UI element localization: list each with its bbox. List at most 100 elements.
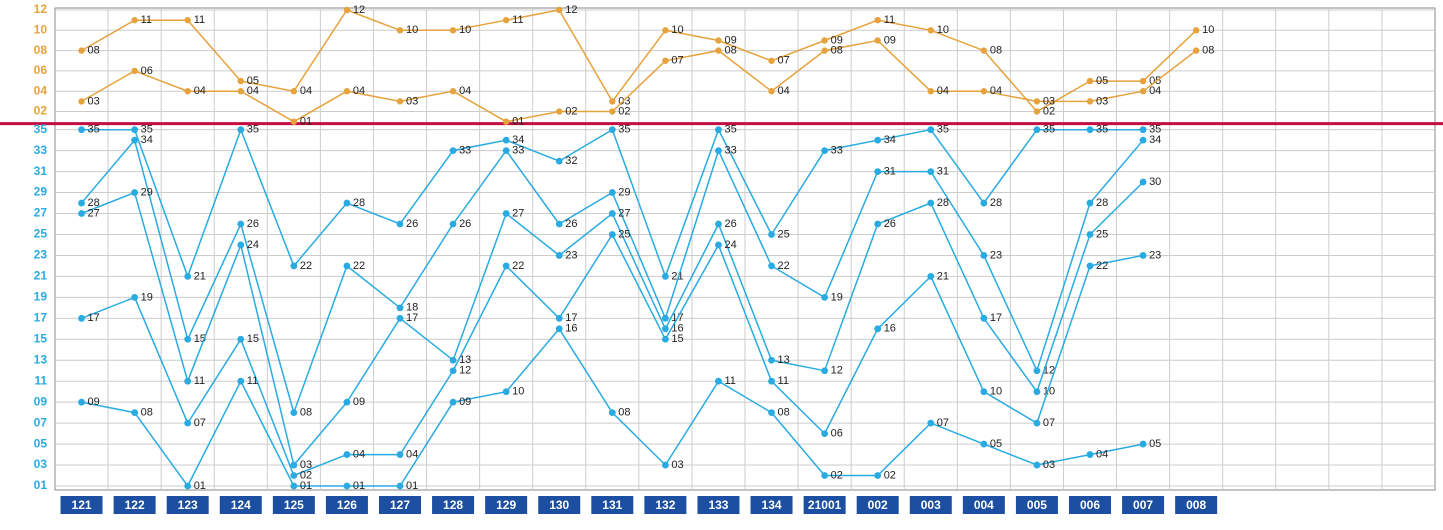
bottom-series-dot [344, 451, 351, 458]
point-label: 01 [300, 480, 312, 492]
point-label: 17 [88, 312, 100, 324]
point-label: 03 [88, 95, 100, 107]
bottom-series-dot [1140, 126, 1147, 133]
bottom-series-dot [715, 147, 722, 154]
point-label: 26 [459, 218, 471, 230]
point-label: 23 [1149, 249, 1161, 261]
point-label: 08 [724, 45, 736, 57]
point-label: 02 [831, 469, 843, 481]
bottom-series-dot [1087, 200, 1094, 207]
bottom-series-dot [1087, 231, 1094, 238]
point-label: 04 [937, 85, 949, 97]
x-category-label: 124 [231, 498, 251, 512]
point-label: 35 [618, 124, 630, 136]
bottom-series-dot [1034, 367, 1041, 374]
top-series-dot [78, 98, 84, 104]
point-label: 23 [990, 249, 1002, 261]
bottom-series-dot [184, 336, 191, 343]
top-series-dot [715, 37, 721, 43]
y-tick-bottom: 23 [34, 248, 48, 262]
point-label: 28 [353, 197, 365, 209]
y-tick-bottom: 05 [34, 436, 48, 450]
point-label: 03 [406, 95, 418, 107]
point-label: 30 [1149, 176, 1161, 188]
point-label: 28 [1096, 197, 1108, 209]
point-label: 35 [88, 124, 100, 136]
point-label: 17 [406, 312, 418, 324]
point-label: 34 [1149, 134, 1161, 146]
top-series-dot [1087, 98, 1093, 104]
bottom-series-dot [662, 315, 669, 322]
point-label: 27 [512, 207, 524, 219]
y-tick-top: 10 [34, 22, 48, 36]
point-label: 08 [141, 407, 153, 419]
y-tick-bottom: 33 [34, 143, 48, 157]
point-label: 04 [353, 85, 365, 97]
bottom-series-dot [715, 126, 722, 133]
bottom-series-dot [768, 231, 775, 238]
bottom-series-dot [237, 221, 244, 228]
top-series-dot [1034, 98, 1040, 104]
point-label: 08 [618, 407, 630, 419]
top-series-dot [556, 7, 562, 13]
top-series-dot [928, 88, 934, 94]
point-label: 19 [831, 291, 843, 303]
bottom-series-dot [344, 200, 351, 207]
point-label: 26 [565, 218, 577, 230]
bottom-series-line [82, 235, 1144, 476]
point-label: 05 [1149, 438, 1161, 450]
point-label: 04 [1096, 448, 1108, 460]
point-label: 11 [141, 14, 152, 26]
point-label: 07 [671, 55, 683, 67]
bottom-series-dot [237, 378, 244, 385]
top-series-dot [503, 118, 509, 124]
top-series-dot [450, 27, 456, 33]
point-label: 26 [724, 218, 736, 230]
bottom-series-dot [927, 420, 934, 427]
point-label: 07 [778, 55, 790, 67]
bottom-series-dot [980, 441, 987, 448]
bottom-series-dot [1034, 388, 1041, 395]
top-series-dot [344, 7, 350, 13]
bottom-series-dot [184, 378, 191, 385]
point-label: 24 [247, 239, 259, 251]
x-category-label: 123 [178, 498, 198, 512]
bottom-series-dot [980, 200, 987, 207]
bottom-series-dot [874, 221, 881, 228]
point-label: 03 [1043, 459, 1055, 471]
y-tick-top: 12 [34, 2, 48, 16]
point-label: 09 [884, 34, 896, 46]
bottom-series-dot [184, 483, 191, 490]
x-category-label: 122 [125, 498, 145, 512]
point-label: 10 [459, 24, 471, 36]
bottom-series-dot [503, 147, 510, 154]
y-tick-bottom: 29 [34, 185, 48, 199]
bottom-series-dot [980, 315, 987, 322]
bottom-series-dot [237, 336, 244, 343]
bottom-series-dot [131, 409, 138, 416]
bottom-series-dot [874, 137, 881, 144]
bottom-series-dot [768, 409, 775, 416]
top-series-dot [662, 58, 668, 64]
point-label: 11 [778, 375, 789, 387]
bottom-series-dot [768, 378, 775, 385]
bottom-series-dot [609, 409, 616, 416]
y-tick-bottom: 27 [34, 206, 48, 220]
point-label: 06 [831, 428, 843, 440]
top-series-dot [1193, 47, 1199, 53]
top-series-dot [1087, 78, 1093, 84]
bottom-series-dot [1140, 179, 1147, 186]
point-label: 08 [300, 407, 312, 419]
y-axis-top: 020406081012 [34, 2, 48, 118]
bottom-series-dot [131, 126, 138, 133]
x-category-label: 007 [1133, 498, 1153, 512]
bottom-series-dot [821, 430, 828, 437]
bottom-series-dot [1087, 451, 1094, 458]
point-label: 04 [778, 85, 790, 97]
y-tick-bottom: 01 [34, 478, 48, 492]
point-label: 10 [990, 386, 1002, 398]
x-category-label: 134 [762, 498, 782, 512]
point-label: 05 [1096, 75, 1108, 87]
point-label: 22 [1096, 260, 1108, 272]
y-tick-bottom: 21 [34, 269, 48, 283]
